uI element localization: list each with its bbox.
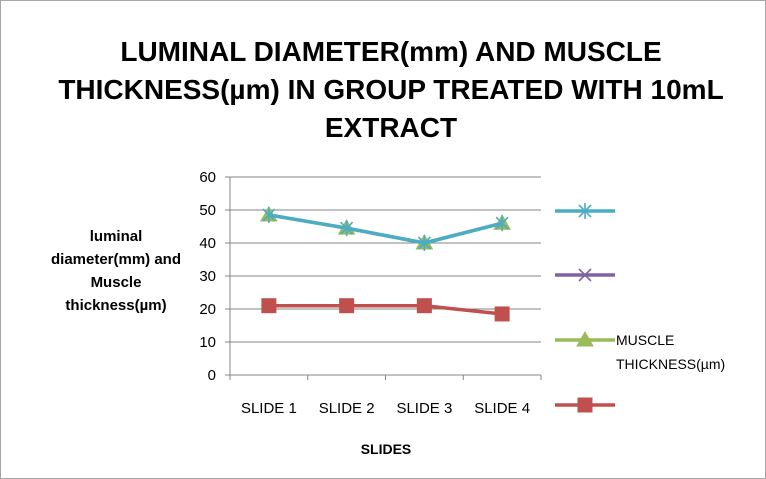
legend-label: MUSCLE THICKNESS(µm) xyxy=(616,332,725,372)
data-point xyxy=(261,298,277,314)
y-tick-label: 60 xyxy=(199,169,216,186)
data-point xyxy=(262,206,276,223)
y-tick-label: 30 xyxy=(199,268,216,285)
y-tick-label: 50 xyxy=(199,202,216,219)
chart-title: LUMINAL DIAMETER(mm) AND MUSCLE THICKNES… xyxy=(58,36,724,143)
legend-swatch-marker xyxy=(578,268,592,282)
series-3 xyxy=(261,298,510,322)
x-tick-label: SLIDE 3 xyxy=(396,400,452,417)
y-tick-label: 40 xyxy=(199,235,216,252)
x-tick-label: SLIDE 4 xyxy=(474,400,530,417)
legend-swatch-marker xyxy=(577,397,593,413)
y-axis-label: luminal diameter(mm) and Muscle thicknes… xyxy=(50,228,182,314)
y-tick-label: 20 xyxy=(199,301,216,318)
x-marker-stroke xyxy=(578,268,592,282)
y-tick-label: 10 xyxy=(199,334,216,351)
legend-swatch-marker xyxy=(576,330,594,347)
data-point xyxy=(495,215,509,232)
gridlines xyxy=(230,176,541,376)
data-point xyxy=(339,298,355,314)
data-point xyxy=(417,235,431,251)
series-line xyxy=(268,213,503,245)
data-point xyxy=(494,306,510,322)
legend-entry-0 xyxy=(555,203,615,219)
y-tick-label: 0 xyxy=(208,367,216,384)
x-tick-labels: SLIDE 1 SLIDE 2 SLIDE 3 SLIDE 4 xyxy=(241,400,530,417)
legend-entry-1 xyxy=(555,268,615,282)
legend-entry-2: MUSCLE THICKNESS(µm) xyxy=(555,330,725,372)
data-point xyxy=(340,220,354,237)
legend-swatch-marker xyxy=(578,203,592,219)
square-marker xyxy=(261,298,277,314)
triangle-marker xyxy=(576,330,594,347)
x-tick-label: SLIDE 2 xyxy=(319,400,375,417)
y-tick-labels: 0 10 20 30 40 50 60 xyxy=(199,169,216,384)
series-line xyxy=(268,303,503,316)
legend-entry-3 xyxy=(555,397,615,413)
series-layer xyxy=(260,205,511,322)
x-axis-label: SLIDES xyxy=(360,441,412,457)
x-tick-label: SLIDE 1 xyxy=(241,400,297,417)
axes xyxy=(225,176,542,380)
square-marker xyxy=(339,298,355,314)
square-marker xyxy=(416,298,432,314)
square-marker xyxy=(577,397,593,413)
square-marker xyxy=(494,306,510,322)
series-0 xyxy=(262,206,509,251)
data-point xyxy=(416,298,432,314)
legend: MUSCLE THICKNESS(µm) xyxy=(555,203,725,413)
